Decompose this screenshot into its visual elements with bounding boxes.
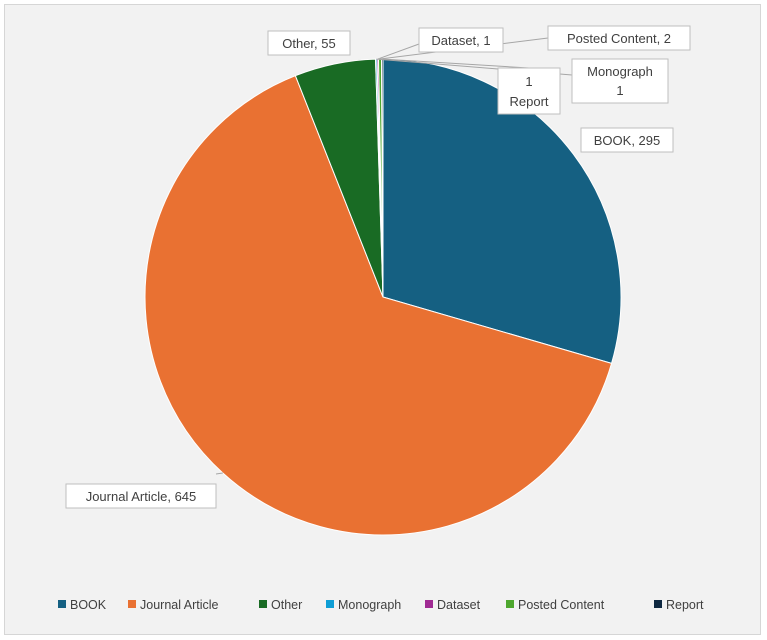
data-label-posted-content: Posted Content, 2 <box>547 25 691 51</box>
leader-line-journal-article <box>215 472 223 475</box>
legend-item-posted-content: Posted Content <box>506 598 605 612</box>
legend-item-book: BOOK <box>58 598 107 612</box>
data-label-book-text: BOOK, 295 <box>594 133 660 148</box>
data-label-report-value: 1 <box>525 74 532 89</box>
data-label-posted-content-text: Posted Content, 2 <box>567 31 671 46</box>
legend-swatch-posted-content <box>506 600 514 608</box>
legend-item-monograph: Monograph <box>326 598 401 612</box>
legend-label-dataset: Dataset <box>437 598 481 612</box>
data-label-monograph-value: 1 <box>616 83 623 98</box>
data-label-dataset-text: Dataset, 1 <box>431 33 490 48</box>
pie-slices <box>144 58 622 536</box>
legend-item-other: Other <box>259 598 302 612</box>
legend-swatch-monograph <box>326 600 334 608</box>
legend-swatch-book <box>58 600 66 608</box>
leader-line-report <box>382 58 530 69</box>
legend-label-monograph: Monograph <box>338 598 401 612</box>
data-label-other-text: Other, 55 <box>282 36 335 51</box>
pie-slice-journal-article <box>144 75 613 536</box>
legend-item-dataset: Dataset <box>425 598 481 612</box>
legend-swatch-report <box>654 600 662 608</box>
data-label-journal-article-text: Journal Article, 645 <box>86 489 197 504</box>
legend: BOOK Journal Article Other Monograph Dataset… <box>58 598 704 612</box>
legend-swatch-journal-article <box>128 600 136 608</box>
legend-swatch-dataset <box>425 600 433 608</box>
pie-slice-book <box>382 58 622 365</box>
legend-label-report: Report <box>666 598 704 612</box>
data-label-book: BOOK, 295 <box>580 127 674 153</box>
legend-item-journal-article: Journal Article <box>128 598 219 612</box>
legend-label-posted-content: Posted Content <box>518 598 605 612</box>
legend-label-other: Other <box>271 598 302 612</box>
legend-label-book: BOOK <box>70 598 107 612</box>
legend-swatch-other <box>259 600 267 608</box>
data-label-report: 1 Report <box>497 67 561 115</box>
data-label-monograph: Monograph 1 <box>571 58 669 104</box>
data-label-dataset: Dataset, 1 <box>418 27 504 53</box>
data-label-report-name: Report <box>509 94 548 109</box>
legend-item-report: Report <box>654 598 704 612</box>
data-label-other: Other, 55 <box>267 30 351 56</box>
data-label-monograph-name: Monograph <box>587 64 653 79</box>
legend-label-journal-article: Journal Article <box>140 598 219 612</box>
leader-line-dataset <box>377 43 420 60</box>
data-label-journal-article: Journal Article, 645 <box>65 483 217 509</box>
